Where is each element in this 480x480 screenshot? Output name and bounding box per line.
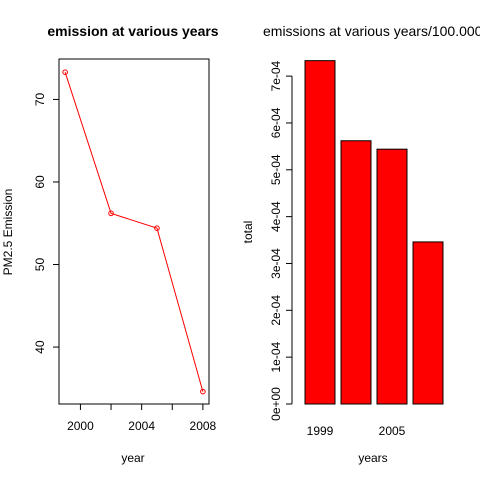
x-tick-label: 2000	[67, 419, 94, 433]
bar-1999	[304, 60, 336, 405]
y-tick-label: 1e-04	[269, 341, 283, 372]
bar-chart-x-axis: 1999 2005	[307, 424, 406, 438]
bar-chart-y-label: total	[241, 221, 255, 244]
y-tick-label: 7e-04	[269, 60, 283, 91]
x-tick-label: 2008	[190, 419, 217, 433]
bar-chart-y-axis: 0e+00 1e-04 2e-04 3e-04 4e-04 5e-04 6e-04 7e-04	[269, 60, 293, 421]
y-tick-label: 60	[33, 175, 47, 189]
line-chart-series	[62, 69, 206, 395]
y-tick-label: 0e+00	[269, 387, 283, 421]
series-line	[64, 72, 204, 392]
line-chart-y-label: PM2.5 Emission	[1, 189, 15, 276]
data-point	[200, 388, 206, 395]
bar-chart-x-label: years	[358, 451, 387, 465]
bar-2008	[412, 241, 444, 405]
y-tick-label: 2e-04	[269, 295, 283, 326]
y-tick-label: 5e-04	[269, 154, 283, 185]
line-chart-plot-box	[58, 58, 210, 405]
y-tick-label: 50	[33, 258, 47, 272]
line-chart-x-axis: 2000 2004 2008	[67, 404, 217, 433]
data-point	[154, 225, 160, 231]
line-chart: emission at various years 2000 2004 2008 4…	[1, 23, 219, 465]
x-tick-label: 1999	[307, 424, 334, 438]
x-tick-label: 2005	[379, 424, 406, 438]
bar-chart-title: emissions at various years/100.000	[263, 23, 480, 39]
y-tick-label: 70	[33, 92, 47, 106]
bar-2005	[376, 148, 408, 405]
y-tick-label: 40	[33, 340, 47, 354]
y-tick-label: 3e-04	[269, 248, 283, 279]
data-point	[108, 210, 114, 217]
line-chart-x-label: year	[121, 451, 144, 465]
x-tick-label: 2004	[128, 419, 155, 433]
y-tick-label: 6e-04	[269, 107, 283, 138]
data-point	[62, 69, 68, 76]
line-chart-title: emission at various years	[47, 23, 218, 39]
bar-2002	[340, 140, 372, 405]
line-chart-y-axis: 40 50 60 70	[33, 92, 59, 354]
bar-chart-bars	[304, 60, 444, 405]
y-tick-label: 4e-04	[269, 201, 283, 232]
bar-chart: emissions at various years/100.000 0e+00…	[241, 23, 480, 465]
